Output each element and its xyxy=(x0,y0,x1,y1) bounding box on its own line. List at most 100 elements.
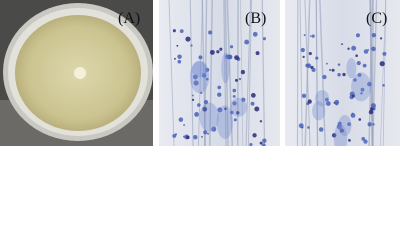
panel-b: (B) xyxy=(159,0,280,146)
stained-spore xyxy=(209,49,215,55)
stained-spore xyxy=(360,92,363,95)
stained-spore xyxy=(224,107,227,111)
stained-spore xyxy=(186,135,190,140)
cell-wall xyxy=(224,0,229,146)
stained-spore xyxy=(190,44,193,47)
stained-spore xyxy=(331,133,337,138)
stained-spore xyxy=(194,112,199,117)
stained-spore xyxy=(333,101,336,104)
stained-spore xyxy=(353,78,357,82)
stained-spore xyxy=(351,112,354,115)
stained-spore xyxy=(326,62,328,65)
cell-wall xyxy=(168,0,175,146)
stained-spore xyxy=(371,32,377,38)
stained-spore xyxy=(300,47,305,53)
stained-spore xyxy=(351,45,357,51)
cell-wall xyxy=(203,0,208,146)
stain-patch xyxy=(216,105,234,140)
cell-wall xyxy=(261,0,266,146)
stained-spore xyxy=(261,143,266,146)
stained-spore xyxy=(172,29,176,33)
stained-spore xyxy=(368,109,374,115)
stained-spore xyxy=(305,63,310,68)
stained-spore xyxy=(302,55,305,59)
stained-spore xyxy=(382,51,387,56)
stained-spore xyxy=(362,63,367,68)
stain-patch xyxy=(191,61,208,78)
stained-spore xyxy=(192,94,194,97)
cell-wall xyxy=(197,0,204,146)
stained-spore xyxy=(250,101,255,106)
stained-spore xyxy=(183,124,186,126)
cell-wall xyxy=(369,0,374,146)
stained-spore xyxy=(183,135,186,138)
stain-patch xyxy=(338,114,352,137)
stained-spore xyxy=(298,123,304,129)
stain-patch xyxy=(312,101,326,121)
stained-spore xyxy=(252,133,257,138)
cell-wall xyxy=(223,0,227,146)
stained-spore xyxy=(308,51,312,56)
stained-spore xyxy=(205,77,209,81)
stained-spore xyxy=(211,126,217,132)
panel-label: (C) xyxy=(366,10,387,27)
stained-spore xyxy=(379,37,383,40)
stained-spore xyxy=(234,78,238,82)
stained-spore xyxy=(325,97,329,102)
stained-spore xyxy=(262,37,266,41)
stained-spore xyxy=(360,87,365,92)
cell-wall xyxy=(299,0,303,146)
stained-spore xyxy=(233,118,237,122)
stained-spore xyxy=(367,122,372,127)
stained-spore xyxy=(337,63,341,66)
colony xyxy=(74,67,86,79)
stained-spore xyxy=(202,106,208,112)
stained-spore xyxy=(200,91,203,95)
cell-wall xyxy=(319,0,326,146)
stained-spore xyxy=(207,132,210,135)
stained-spore xyxy=(192,98,195,102)
stained-spore xyxy=(382,83,385,87)
cell-wall xyxy=(372,0,378,146)
stained-spore xyxy=(232,101,237,106)
cell-wall xyxy=(226,0,234,146)
stained-spore xyxy=(176,44,179,47)
stain-patch xyxy=(333,124,348,146)
stained-spore xyxy=(236,111,240,115)
stain-patch xyxy=(315,90,330,107)
stained-spore xyxy=(201,73,207,78)
stained-spore xyxy=(262,138,267,143)
stained-spore xyxy=(174,57,176,60)
stain-patch xyxy=(189,60,210,94)
stained-spore xyxy=(372,123,375,126)
stained-spore xyxy=(203,99,209,105)
stained-spore xyxy=(193,80,199,86)
stain-patch xyxy=(351,72,372,102)
micrograph xyxy=(285,0,400,146)
stained-spore xyxy=(232,88,237,93)
stained-spore xyxy=(355,33,361,38)
stain-patch xyxy=(230,97,248,117)
stained-spore xyxy=(322,74,327,80)
stained-spore xyxy=(307,126,310,129)
stained-spore xyxy=(311,34,315,38)
panel-c: (C) xyxy=(285,0,400,146)
stained-spore xyxy=(174,133,178,136)
stained-spore xyxy=(259,141,263,145)
stained-spore xyxy=(339,128,344,133)
stained-spore xyxy=(177,59,182,64)
stained-spore xyxy=(307,99,312,104)
stained-spore xyxy=(255,51,260,56)
stained-spore xyxy=(309,35,312,37)
stained-spore xyxy=(347,122,352,127)
panel-a: (A) xyxy=(0,0,153,146)
stained-spore xyxy=(241,97,246,102)
stained-spore xyxy=(356,61,361,66)
cell-wall xyxy=(209,0,214,146)
stained-spore xyxy=(197,103,201,107)
stained-spore xyxy=(328,68,332,72)
stained-spore xyxy=(201,136,203,138)
stained-spore xyxy=(351,94,356,98)
stained-spore xyxy=(357,73,362,77)
stained-spore xyxy=(334,99,340,105)
